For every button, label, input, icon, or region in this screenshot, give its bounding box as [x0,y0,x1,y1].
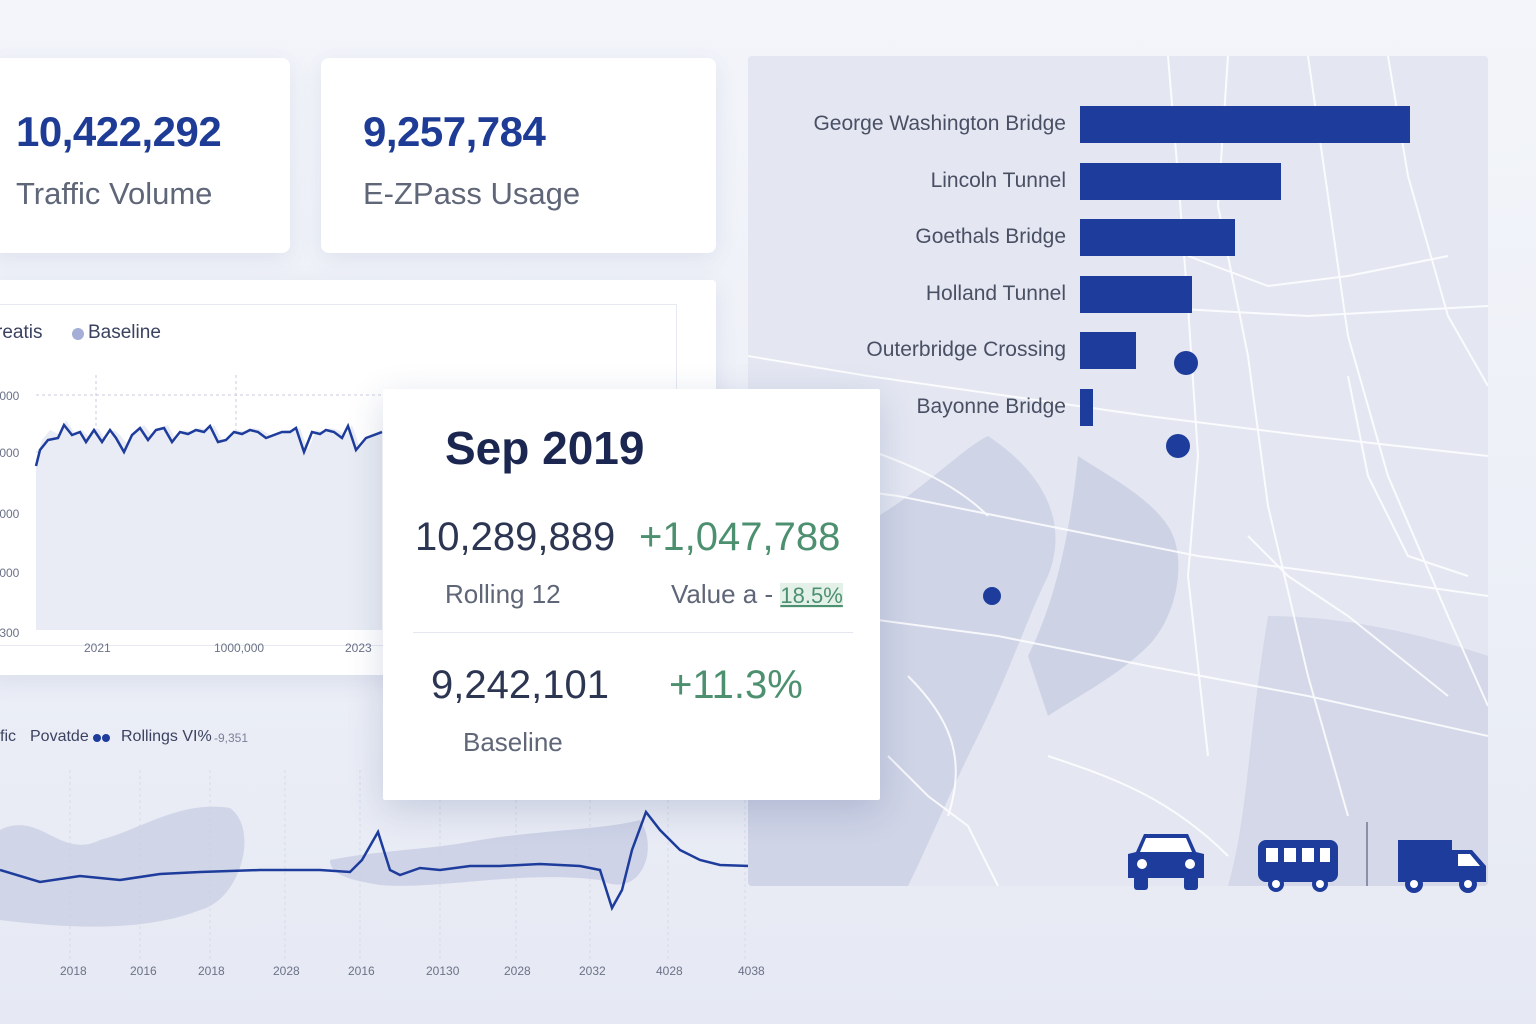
tooltip-divider [413,632,853,633]
kpi-label: Traffic Volume [16,176,213,211]
bar-label: Bayonne Bridge [916,394,1066,418]
x-tick: 2016 [130,964,157,978]
value-pct: 18.5% [780,583,843,608]
rolling-change: +1,047,788 [639,515,841,559]
bar[interactable] [1080,219,1236,256]
y-tick: ,000 [0,507,20,521]
rolling-value: 10,289,889 [415,515,616,559]
bar[interactable] [1080,275,1193,313]
legend-marker-rolling [93,734,110,742]
kpi-value: 9,257,784 [363,108,546,155]
tooltip-popup: Sep 2019 10,289,889 +1,047,788 Rolling 1… [383,389,880,800]
legend-item-rolling[interactable]: Rollings VI% [121,728,212,745]
rolling-line-plot[interactable] [0,700,800,1000]
baseline-value: 9,242,101 [431,663,609,707]
rolling-line-chart: fic Povatde Rollings VI% -9,351 2018 201… [0,700,800,1000]
y-tick: ,300 [0,626,20,640]
kpi-card-ezpass-usage[interactable]: 9,257,784 E-ZPass Usage [321,58,716,253]
x-tick: 4038 [738,964,765,978]
bar-label: George Washington Bridge [813,112,1066,135]
x-tick: 20130 [426,964,460,978]
y-tick: ,000 [0,446,20,460]
x-tick: 2018 [198,964,225,978]
tooltip-title: Sep 2019 [445,422,645,474]
bar-label: Lincoln Tunnel [930,168,1066,192]
legend-item-private[interactable]: Povatde [30,728,89,745]
truck-icon[interactable] [1396,836,1490,896]
x-tick: 2016 [348,964,375,978]
bar-label: Goethals Bridge [915,225,1066,248]
baseline-change: +11.3% [669,663,803,707]
bar[interactable] [1080,106,1410,143]
x-tick: 4028 [656,964,683,978]
traffic-line-plot[interactable] [0,280,716,675]
legend-item-traffic[interactable]: reatis [0,322,43,343]
y-tick: ,000 [0,566,20,580]
value-label-text: Value a - [671,579,774,609]
y-tick: ,000 [0,389,20,403]
x-tick: 2023 [345,641,372,655]
x-tick: 1000,000 [214,641,265,655]
kpi-label: E-ZPass Usage [363,176,581,211]
bar[interactable] [1080,388,1094,426]
bar-label: Holland Tunnel [925,281,1066,305]
crossings-bar-chart: George Washington Bridge Lincoln Tunnel Go… [760,90,1460,430]
legend-dot-baseline [72,328,84,340]
legend-item-baseline[interactable]: Baseline [88,322,161,343]
bus-icon[interactable] [1256,836,1342,896]
legend-item-traffic[interactable]: fic [0,728,16,745]
kpi-card-traffic-volume[interactable]: 10,422,292 Traffic Volume [0,58,290,253]
x-tick: 2028 [504,964,531,978]
bar[interactable] [1080,162,1282,200]
x-tick: 2028 [273,964,300,978]
bar[interactable] [1080,332,1137,369]
bar-label: Outerbridge Crossing [866,338,1066,361]
kpi-value: 10,422,292 [16,108,222,155]
rolling-label: Rolling 12 [445,579,561,609]
car-icon[interactable] [1124,828,1208,894]
legend-item-value: -9,351 [214,731,249,745]
x-tick: 2021 [84,641,111,655]
x-tick: 2018 [60,964,87,978]
value-label: Value a - 18.5% [671,579,843,610]
baseline-label: Baseline [463,727,563,757]
x-tick: 2032 [579,964,606,978]
